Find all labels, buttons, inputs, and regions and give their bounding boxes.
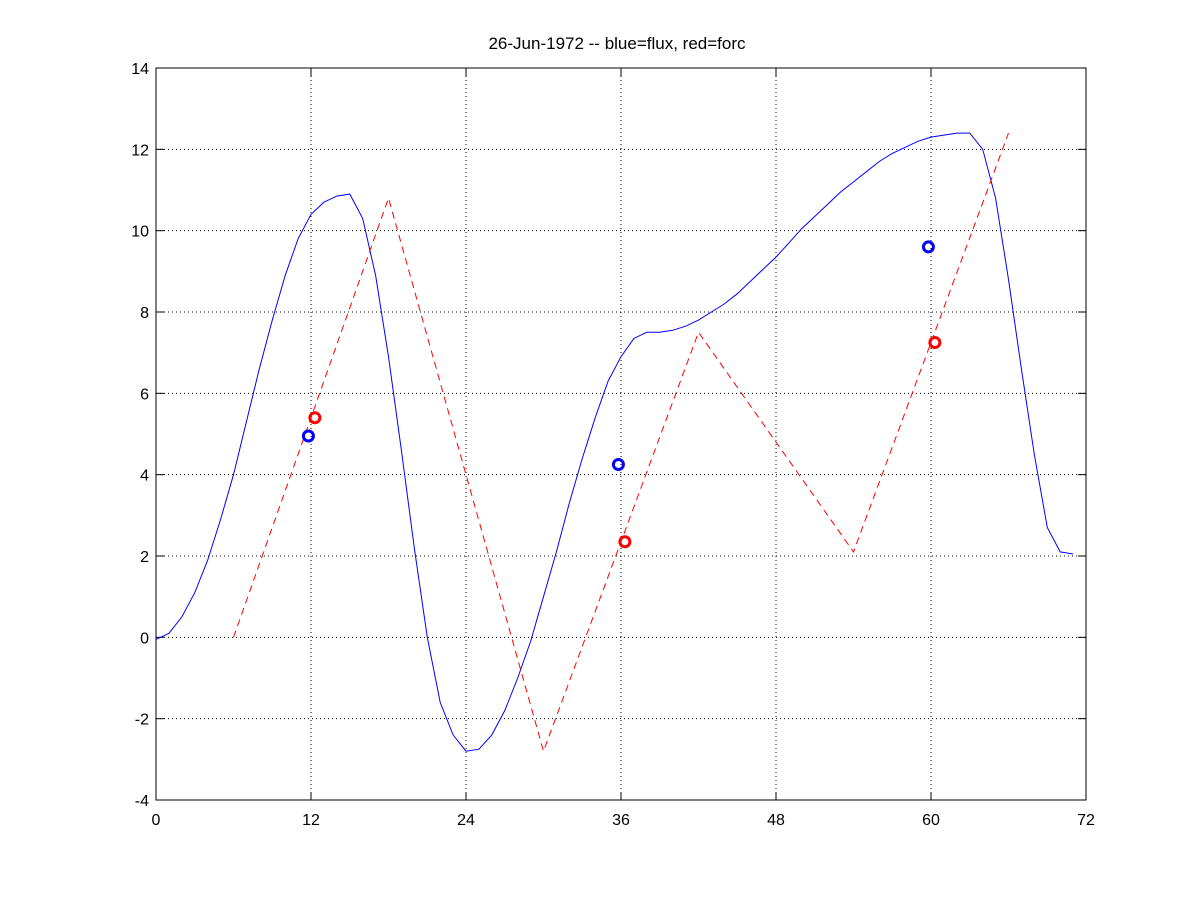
y-tick-label: -4 (135, 793, 149, 810)
markers (301, 240, 942, 549)
y-tick-label: 6 (140, 386, 149, 403)
data-point-marker (308, 411, 322, 425)
x-tick-label: 0 (152, 812, 161, 829)
data-point-marker (611, 458, 625, 471)
axis-ticks (155, 67, 1087, 801)
x-tick-label: 24 (457, 812, 475, 829)
y-tick-label: 12 (131, 142, 149, 159)
x-tick-label: 36 (612, 812, 630, 829)
chart-title: 26-Jun-1972 -- blue=flux, red=forc (488, 34, 746, 53)
x-tick-label: 60 (922, 812, 940, 829)
y-tick-label: 10 (131, 224, 149, 241)
y-tick-label: 14 (131, 61, 149, 78)
y-tick-label: 4 (140, 468, 149, 485)
plot-frame (155, 67, 1087, 801)
series-line-forc (233, 132, 1009, 753)
y-tick-label: -2 (135, 712, 149, 729)
data-point-marker (301, 429, 315, 443)
x-tick-label: 72 (1077, 812, 1095, 829)
series-line-flux (155, 132, 1074, 752)
data-point-marker (618, 535, 632, 549)
grid (156, 68, 1086, 800)
x-tick-label: 12 (302, 812, 320, 829)
data-point-marker (921, 240, 935, 254)
data-point-marker (928, 336, 942, 349)
series-lines (155, 132, 1074, 753)
y-tick-label: 2 (140, 549, 149, 566)
x-tick-label: 48 (767, 812, 785, 829)
y-tick-label: 0 (140, 630, 149, 647)
y-tick-label: 8 (140, 305, 149, 322)
